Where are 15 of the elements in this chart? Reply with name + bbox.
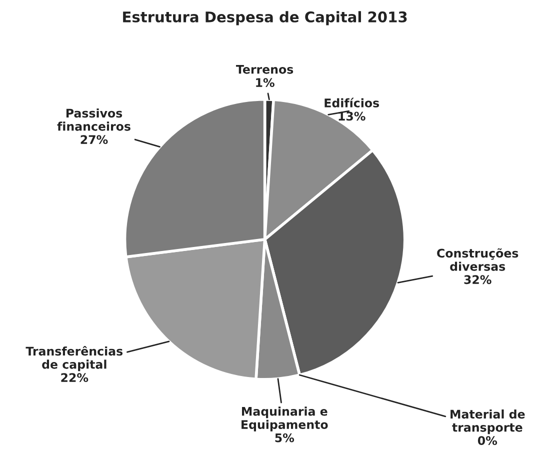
data-label: 5% xyxy=(275,433,294,442)
slice-label: Maquinaria e Equipamento xyxy=(242,406,328,432)
category-label: Material de transporte xyxy=(450,409,525,434)
data-label: 1% xyxy=(256,78,274,88)
slice-label: Transferências de capital xyxy=(26,346,123,372)
slice-label: Construções diversas xyxy=(437,248,518,271)
chart-title: Estrutura Despesa de Capital 2013 xyxy=(123,11,407,26)
data-label: 32% xyxy=(464,275,492,284)
slice-label: Edifícios xyxy=(324,98,380,108)
data-label: 27% xyxy=(80,135,108,144)
data-label: 22% xyxy=(61,373,88,382)
data-label: 13% xyxy=(338,112,366,121)
slice-label: Terrenos xyxy=(236,65,294,74)
text: 0% xyxy=(478,436,498,446)
slice-label: Passivos financeiros xyxy=(57,108,130,131)
